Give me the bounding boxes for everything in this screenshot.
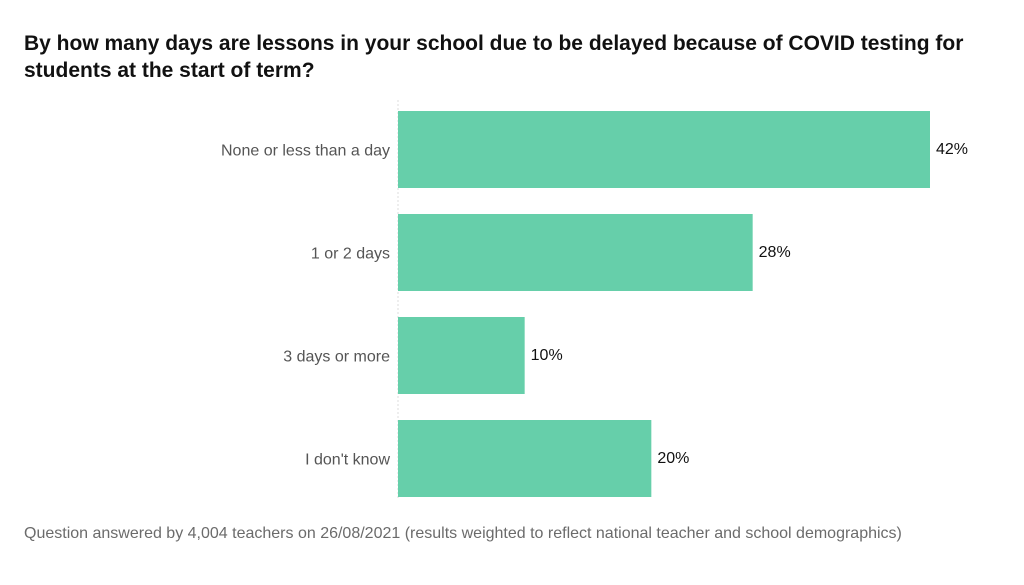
value-label: 28% <box>759 244 791 261</box>
bar <box>398 317 525 394</box>
bar <box>398 420 652 497</box>
value-label: 42% <box>936 141 968 158</box>
category-label: 3 days or more <box>283 349 390 366</box>
category-label: I don't know <box>305 452 390 469</box>
bar <box>398 214 753 291</box>
footnote: Question answered by 4,004 teachers on 2… <box>24 525 902 542</box>
value-label: 20% <box>657 450 689 467</box>
bars-group: None or less than a day 42% 1 or 2 days 28%… <box>221 111 968 497</box>
category-label: None or less than a day <box>221 143 390 160</box>
category-label: 1 or 2 days <box>311 246 390 263</box>
value-label: 10% <box>531 347 563 364</box>
chart-title: By how many days are lessons in your sch… <box>24 32 964 82</box>
bar <box>398 111 930 188</box>
